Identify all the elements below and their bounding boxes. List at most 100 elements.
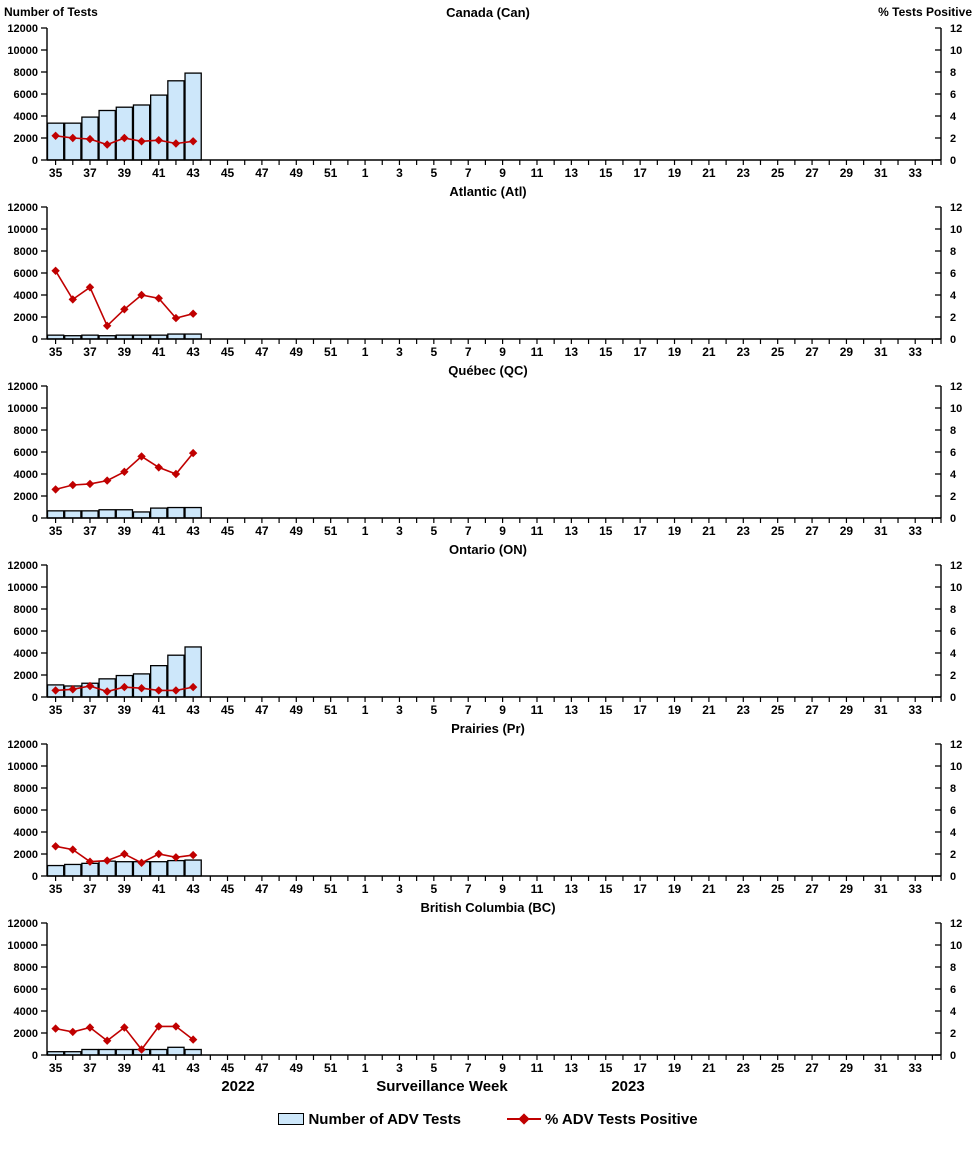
svg-text:6000: 6000 [14, 447, 38, 459]
svg-text:37: 37 [83, 524, 97, 538]
svg-text:2: 2 [950, 670, 956, 682]
svg-text:0: 0 [32, 871, 38, 883]
legend-item-line: % ADV Tests Positive [506, 1111, 698, 1128]
svg-text:3: 3 [396, 524, 403, 538]
svg-text:8000: 8000 [14, 246, 38, 258]
svg-text:49: 49 [290, 524, 304, 538]
svg-text:2: 2 [950, 312, 956, 324]
svg-text:19: 19 [668, 703, 682, 717]
svg-text:15: 15 [599, 703, 613, 717]
svg-text:23: 23 [737, 882, 751, 896]
svg-text:43: 43 [186, 703, 200, 717]
svg-text:1: 1 [362, 1061, 369, 1075]
svg-text:1: 1 [362, 345, 369, 359]
svg-text:2000: 2000 [14, 849, 38, 861]
svg-text:4000: 4000 [14, 290, 38, 302]
svg-text:0: 0 [32, 692, 38, 704]
svg-text:15: 15 [599, 345, 613, 359]
svg-text:17: 17 [633, 1061, 647, 1075]
svg-text:12: 12 [950, 561, 962, 572]
svg-text:45: 45 [221, 703, 235, 717]
svg-text:4000: 4000 [14, 648, 38, 660]
legend-item-bars: Number of ADV Tests [278, 1111, 461, 1128]
line-diamond-icon [506, 1113, 541, 1125]
svg-text:10000: 10000 [7, 224, 38, 236]
svg-text:49: 49 [290, 703, 304, 717]
svg-text:13: 13 [565, 882, 579, 896]
svg-text:9: 9 [499, 703, 506, 717]
svg-text:17: 17 [633, 166, 647, 180]
svg-text:6000: 6000 [14, 805, 38, 817]
svg-text:47: 47 [255, 524, 269, 538]
svg-text:41: 41 [152, 882, 166, 896]
svg-text:10: 10 [950, 45, 962, 57]
panel-title: Canada (Can) [446, 4, 530, 20]
svg-text:33: 33 [909, 1061, 923, 1075]
svg-text:8: 8 [950, 604, 956, 616]
svg-text:4: 4 [950, 1006, 957, 1018]
panel-prairies: Prairies (Pr) 0 2000 4000 6000 8000 10000 1200… [0, 718, 976, 897]
svg-text:7: 7 [465, 524, 472, 538]
svg-text:11: 11 [531, 882, 544, 896]
svg-text:6: 6 [950, 447, 956, 459]
svg-text:25: 25 [771, 166, 785, 180]
svg-text:10: 10 [950, 582, 962, 594]
svg-text:37: 37 [83, 345, 97, 359]
svg-text:13: 13 [565, 703, 579, 717]
svg-text:12: 12 [950, 740, 962, 751]
x-axis-title: Surveillance Week [376, 1078, 508, 1095]
svg-text:3: 3 [396, 703, 403, 717]
svg-text:9: 9 [499, 166, 506, 180]
svg-text:41: 41 [152, 166, 166, 180]
svg-text:8: 8 [950, 425, 956, 437]
svg-text:1: 1 [362, 882, 369, 896]
svg-text:1: 1 [362, 166, 369, 180]
year-left-label: 2022 [221, 1078, 255, 1095]
svg-text:47: 47 [255, 166, 269, 180]
svg-text:43: 43 [186, 524, 200, 538]
svg-text:17: 17 [633, 703, 647, 717]
svg-text:33: 33 [909, 703, 923, 717]
svg-text:29: 29 [840, 1061, 854, 1075]
svg-text:31: 31 [874, 166, 888, 180]
svg-text:31: 31 [874, 345, 888, 359]
svg-text:4000: 4000 [14, 827, 38, 839]
svg-text:10000: 10000 [7, 403, 38, 415]
svg-text:6: 6 [950, 626, 956, 638]
svg-text:29: 29 [840, 703, 854, 717]
svg-text:5: 5 [430, 166, 437, 180]
panel-title: Atlantic (Atl) [449, 184, 527, 199]
svg-text:2: 2 [950, 849, 956, 861]
svg-text:47: 47 [255, 345, 269, 359]
svg-text:21: 21 [702, 166, 716, 180]
svg-text:17: 17 [633, 345, 647, 359]
svg-text:10: 10 [950, 761, 962, 773]
svg-text:3: 3 [396, 882, 403, 896]
svg-text:5: 5 [430, 345, 437, 359]
svg-text:27: 27 [805, 1061, 819, 1075]
svg-text:5: 5 [430, 524, 437, 538]
svg-text:11: 11 [531, 166, 544, 180]
svg-text:33: 33 [909, 882, 923, 896]
svg-text:10000: 10000 [7, 45, 38, 57]
svg-text:4: 4 [950, 290, 957, 302]
svg-text:11: 11 [531, 345, 544, 359]
svg-text:0: 0 [950, 1050, 956, 1062]
panel-canada: Number of Tests Canada (Can) % Tests Pos… [0, 0, 976, 181]
svg-text:11: 11 [531, 1061, 544, 1075]
svg-text:13: 13 [565, 524, 579, 538]
svg-text:6000: 6000 [14, 984, 38, 996]
svg-text:15: 15 [599, 1061, 613, 1075]
svg-text:39: 39 [118, 703, 132, 717]
svg-text:31: 31 [874, 1061, 888, 1075]
svg-text:39: 39 [118, 524, 132, 538]
svg-text:0: 0 [32, 334, 38, 346]
svg-text:2000: 2000 [14, 491, 38, 503]
svg-text:8000: 8000 [14, 67, 38, 79]
svg-text:5: 5 [430, 703, 437, 717]
svg-text:8: 8 [950, 783, 956, 795]
